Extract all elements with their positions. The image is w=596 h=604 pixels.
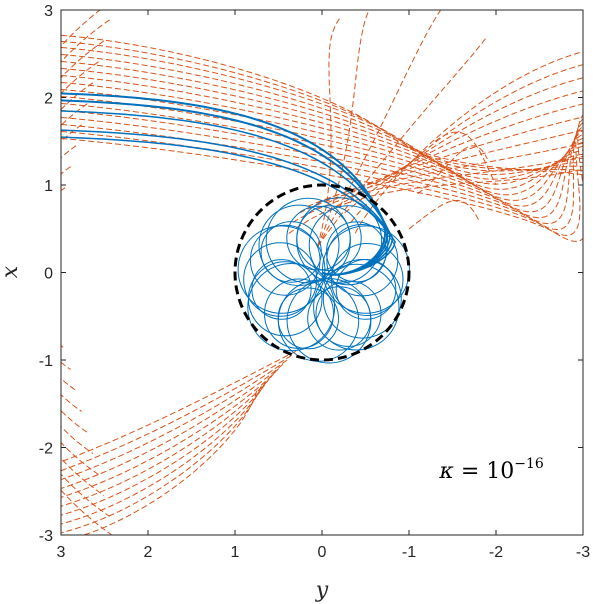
escaping-trajectory-lower bbox=[61, 355, 292, 472]
escaping-trajectory-near bbox=[61, 53, 583, 176]
escaping-trajectory-outgoing bbox=[354, 51, 583, 234]
escaping-trajectory-lower bbox=[61, 368, 279, 498]
escaping-trajectory-lower bbox=[61, 350, 297, 463]
escaping-trajectory-near bbox=[61, 81, 583, 196]
escaping-trajectory-return bbox=[417, 145, 488, 195]
escaping-trajectory-return bbox=[434, 131, 497, 186]
escaping-trajectory-outgoing bbox=[292, 155, 583, 223]
reference-unit-circle bbox=[233, 183, 411, 362]
x-tick-label: -2 bbox=[489, 544, 503, 561]
escaping-trajectory-lower bbox=[61, 372, 275, 507]
escaping-trajectory-lower bbox=[82, 390, 258, 535]
escaping-trajectory-outgoing bbox=[344, 77, 583, 214]
escaping-trajectory-near bbox=[61, 95, 583, 207]
escaping-trajectory-near bbox=[61, 102, 583, 213]
captured-trajectory-incoming bbox=[61, 136, 396, 276]
escaping-trajectory-near bbox=[61, 109, 583, 219]
escaping-trajectories bbox=[61, 10, 583, 535]
escaping-trajectory-lower bbox=[61, 364, 284, 490]
x-tick-label: -3 bbox=[576, 544, 590, 561]
escaping-trajectory-lower bbox=[61, 377, 271, 516]
captured-trajectory-loop bbox=[286, 278, 372, 364]
x-axis-label: y bbox=[315, 578, 329, 603]
escaping-trajectory-outgoing bbox=[299, 142, 583, 214]
y-tick-label: 1 bbox=[44, 178, 53, 195]
escaping-trajectory-return bbox=[408, 199, 480, 230]
captured-trajectory-loop bbox=[277, 287, 339, 350]
escaping-trajectory-near bbox=[61, 40, 583, 172]
captured-trajectory-loop bbox=[322, 259, 402, 339]
captured-trajectory-incoming bbox=[61, 92, 387, 276]
escaping-trajectory-near bbox=[61, 116, 583, 225]
captured-trajectory-loop bbox=[251, 259, 312, 320]
x-tick-label: -1 bbox=[402, 544, 416, 561]
escaping-trajectory-near bbox=[61, 74, 583, 190]
escaping-trajectory-loop bbox=[317, 10, 442, 247]
reference-circle-layer bbox=[233, 183, 411, 362]
captured-trajectory-incoming bbox=[61, 129, 394, 276]
kappa-exponent: −16 bbox=[514, 456, 544, 472]
escaping-trajectory-lower bbox=[61, 386, 262, 534]
captured-trajectory-incoming bbox=[61, 110, 391, 276]
x-tick-label: 3 bbox=[57, 544, 66, 561]
y-tick-label: 2 bbox=[44, 91, 53, 108]
x-tick-label: 1 bbox=[231, 544, 240, 561]
escaping-trajectory-lower bbox=[61, 381, 266, 525]
escaping-trajectory-outgoing bbox=[326, 103, 583, 204]
captured-trajectories bbox=[61, 92, 410, 364]
x-tick-label: 0 bbox=[318, 544, 327, 561]
captured-trajectory-incoming bbox=[61, 99, 389, 276]
y-tick-label: -1 bbox=[39, 353, 53, 370]
captured-trajectory-loop bbox=[315, 280, 382, 347]
escaping-trajectory-outgoing bbox=[288, 168, 583, 234]
escaping-trajectory-loop bbox=[317, 18, 340, 247]
captured-trajectory-loop bbox=[330, 243, 404, 316]
y-tick-label: 0 bbox=[44, 266, 53, 283]
plot-content bbox=[61, 10, 583, 535]
captured-trajectory-loop bbox=[322, 225, 410, 314]
y-tick-label: -2 bbox=[39, 441, 53, 458]
y-tick-label: -3 bbox=[39, 528, 53, 545]
escaping-trajectory-near bbox=[61, 88, 583, 201]
escaping-trajectory-near bbox=[61, 122, 583, 231]
kappa-annotation: κ = 10−16 bbox=[438, 456, 543, 484]
captured-trajectory-loop bbox=[247, 263, 336, 352]
kappa-equals: = 10 bbox=[454, 459, 514, 484]
escaping-trajectory-lower bbox=[61, 359, 288, 481]
escaping-trajectory-near bbox=[61, 67, 583, 185]
captured-trajectory-loop bbox=[313, 263, 400, 351]
escaping-trajectory-loop bbox=[317, 35, 488, 247]
captured-trajectory-loop bbox=[308, 205, 389, 286]
y-axis-label: x bbox=[0, 265, 23, 278]
escaping-trajectory-outgoing bbox=[307, 129, 583, 207]
x-tick-label: 2 bbox=[144, 544, 153, 561]
y-tick-label: 3 bbox=[44, 3, 53, 20]
escaping-trajectory-near bbox=[61, 114, 583, 242]
captured-trajectory-loop bbox=[247, 261, 323, 337]
escaping-trajectory-loop bbox=[317, 10, 370, 247]
escaping-trajectory-near bbox=[61, 46, 583, 172]
kappa-symbol: κ bbox=[438, 459, 454, 484]
